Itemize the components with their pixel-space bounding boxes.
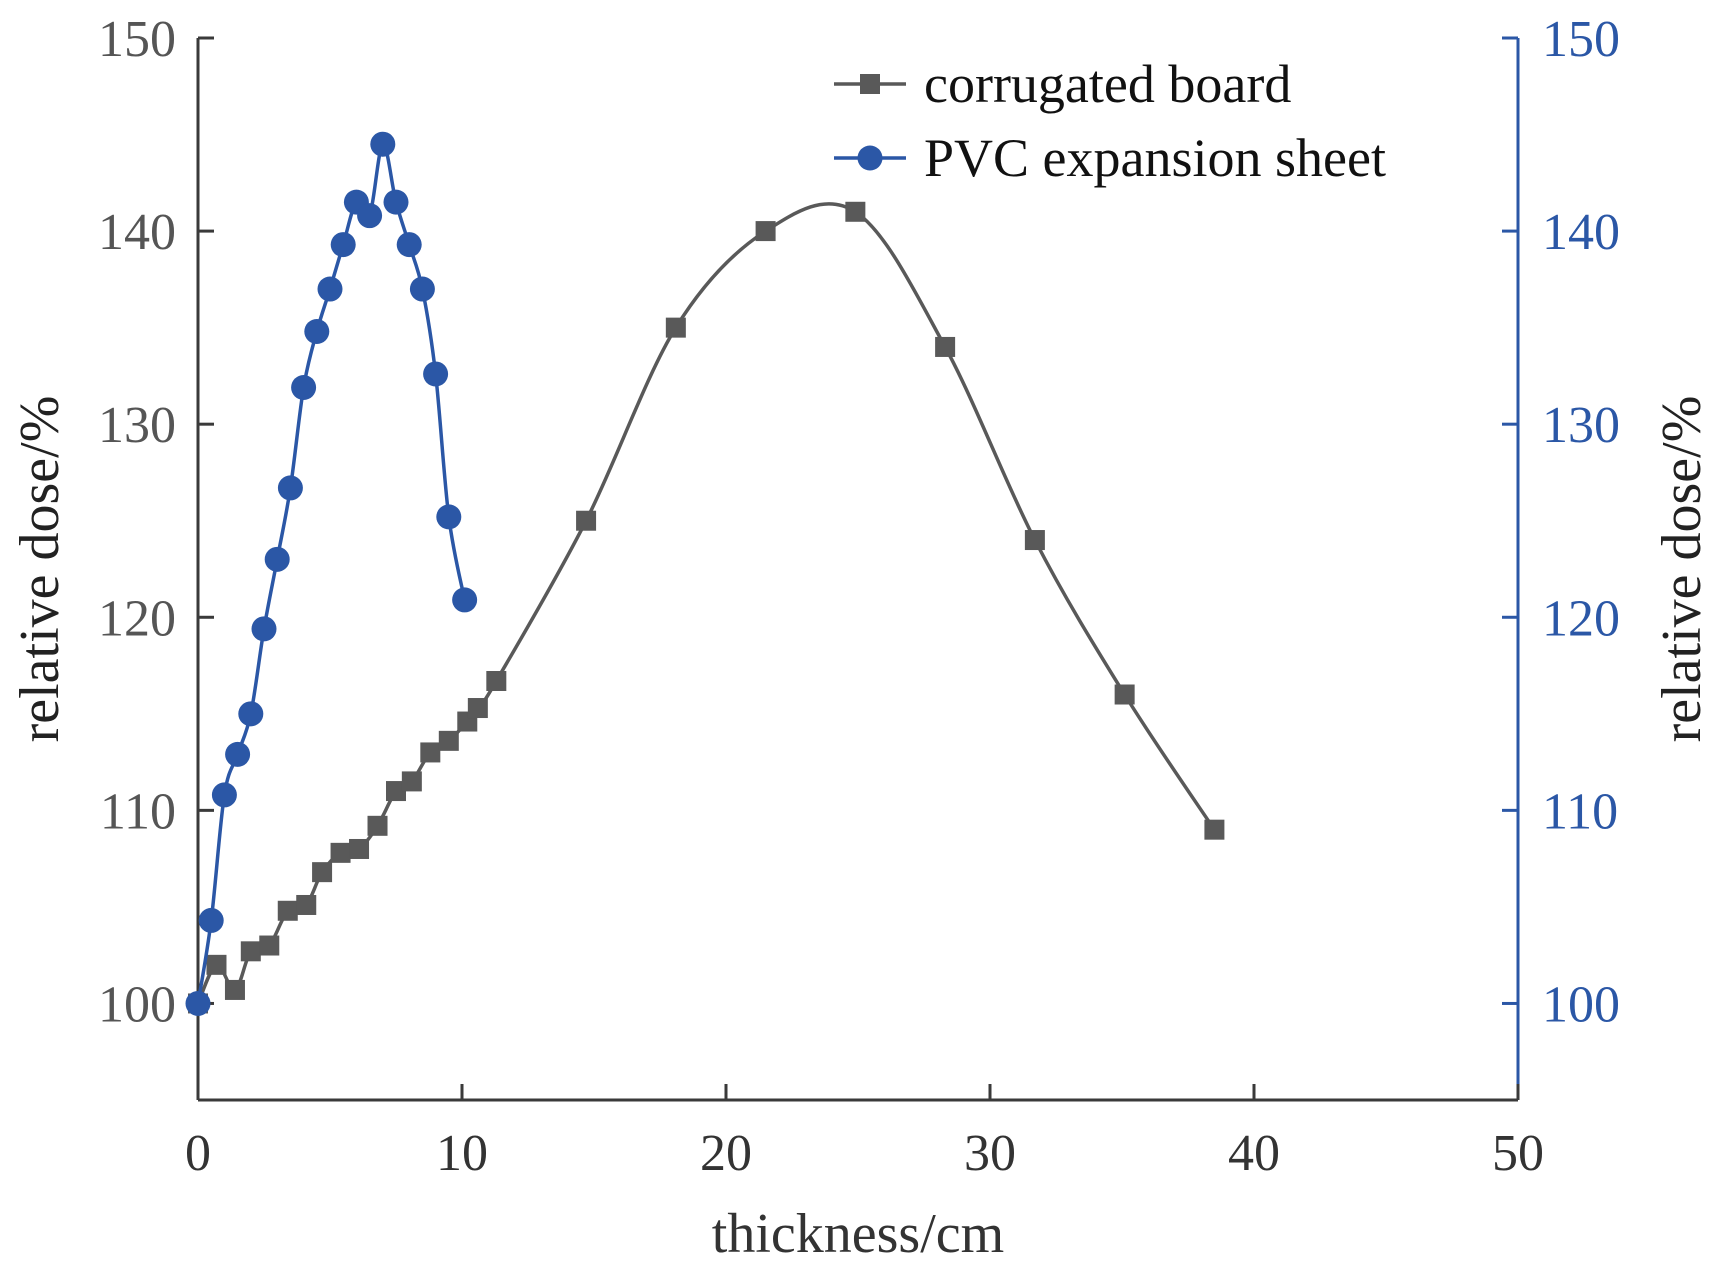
data-point	[225, 741, 251, 767]
data-point	[330, 232, 356, 258]
data-point	[755, 221, 776, 242]
series-0	[188, 201, 1225, 1014]
legend-item: corrugated board	[834, 54, 1291, 114]
x-tick-label: 0	[185, 1125, 211, 1182]
data-point	[198, 907, 224, 933]
data-point	[370, 131, 396, 157]
data-point	[277, 900, 298, 921]
y-tick-label-right: 140	[1542, 204, 1620, 261]
data-point	[185, 990, 211, 1016]
y-axis-title-right: relative dose/%	[1651, 396, 1713, 743]
data-point	[486, 670, 507, 691]
data-point	[576, 510, 597, 531]
data-point	[438, 730, 459, 751]
data-point	[312, 862, 333, 883]
legend: corrugated board PVC expansion sheet	[834, 54, 1386, 188]
legend-item: PVC expansion sheet	[834, 128, 1386, 188]
data-point	[1204, 819, 1225, 840]
data-point	[304, 318, 330, 344]
axes-layer: 0 10 20 30 40 50 100 110 120 130 140 150 100 110 120 13…	[98, 11, 1620, 1182]
data-point	[330, 842, 351, 863]
data-point	[224, 979, 245, 1000]
data-point	[251, 616, 277, 642]
data-point	[401, 771, 422, 792]
data-point	[409, 276, 435, 302]
y-tick-label-right: 130	[1542, 397, 1620, 454]
data-point	[396, 232, 422, 258]
x-tick-label: 40	[1228, 1125, 1280, 1182]
y-tick-label-left: 150	[98, 11, 176, 68]
data-point	[420, 742, 441, 763]
data-point	[386, 781, 406, 802]
y-tick-label-left: 120	[98, 590, 176, 647]
y-tick-label-left: 130	[98, 397, 176, 454]
data-point	[357, 203, 383, 229]
data-point	[452, 587, 478, 613]
x-tick-label: 30	[964, 1125, 1016, 1182]
data-point	[665, 317, 686, 338]
legend-marker	[860, 74, 880, 94]
legend-label: PVC expansion sheet	[924, 128, 1386, 188]
data-point	[367, 815, 388, 836]
data-point	[291, 374, 317, 400]
data-point	[845, 201, 866, 222]
data-point	[264, 546, 290, 572]
y-axis-title-left: relative dose/%	[9, 396, 71, 743]
y-tick-label-right: 120	[1542, 590, 1620, 647]
y-tick-label-left: 110	[100, 783, 176, 840]
y-tick-label-left: 140	[98, 204, 176, 261]
data-point	[1024, 530, 1045, 551]
series-line	[196, 202, 1216, 1005]
data-point	[423, 361, 449, 387]
series-1	[185, 131, 478, 1016]
data-point	[467, 698, 488, 719]
y-tick-label-right: 150	[1542, 11, 1620, 68]
data-point	[1114, 684, 1135, 705]
data-point	[206, 954, 227, 975]
series-layer	[185, 131, 1225, 1016]
data-point	[259, 935, 280, 956]
x-axis-title: thickness/cm	[712, 1203, 1004, 1265]
legend-label: corrugated board	[924, 54, 1291, 114]
data-point	[238, 701, 264, 727]
legend-marker	[857, 145, 883, 171]
y-tick-label-left: 100	[98, 976, 176, 1033]
data-point	[277, 475, 303, 501]
data-point	[383, 189, 409, 215]
data-point	[240, 941, 261, 962]
data-point	[211, 782, 237, 808]
y-tick-label-right: 110	[1542, 783, 1618, 840]
x-tick-label: 10	[436, 1125, 488, 1182]
data-point	[436, 504, 462, 530]
data-point	[317, 276, 343, 302]
y-tick-label-right: 100	[1542, 976, 1620, 1033]
data-point	[349, 838, 370, 859]
data-point	[935, 336, 956, 357]
data-point	[296, 894, 317, 915]
x-tick-label: 50	[1492, 1125, 1544, 1182]
x-tick-label: 20	[700, 1125, 752, 1182]
